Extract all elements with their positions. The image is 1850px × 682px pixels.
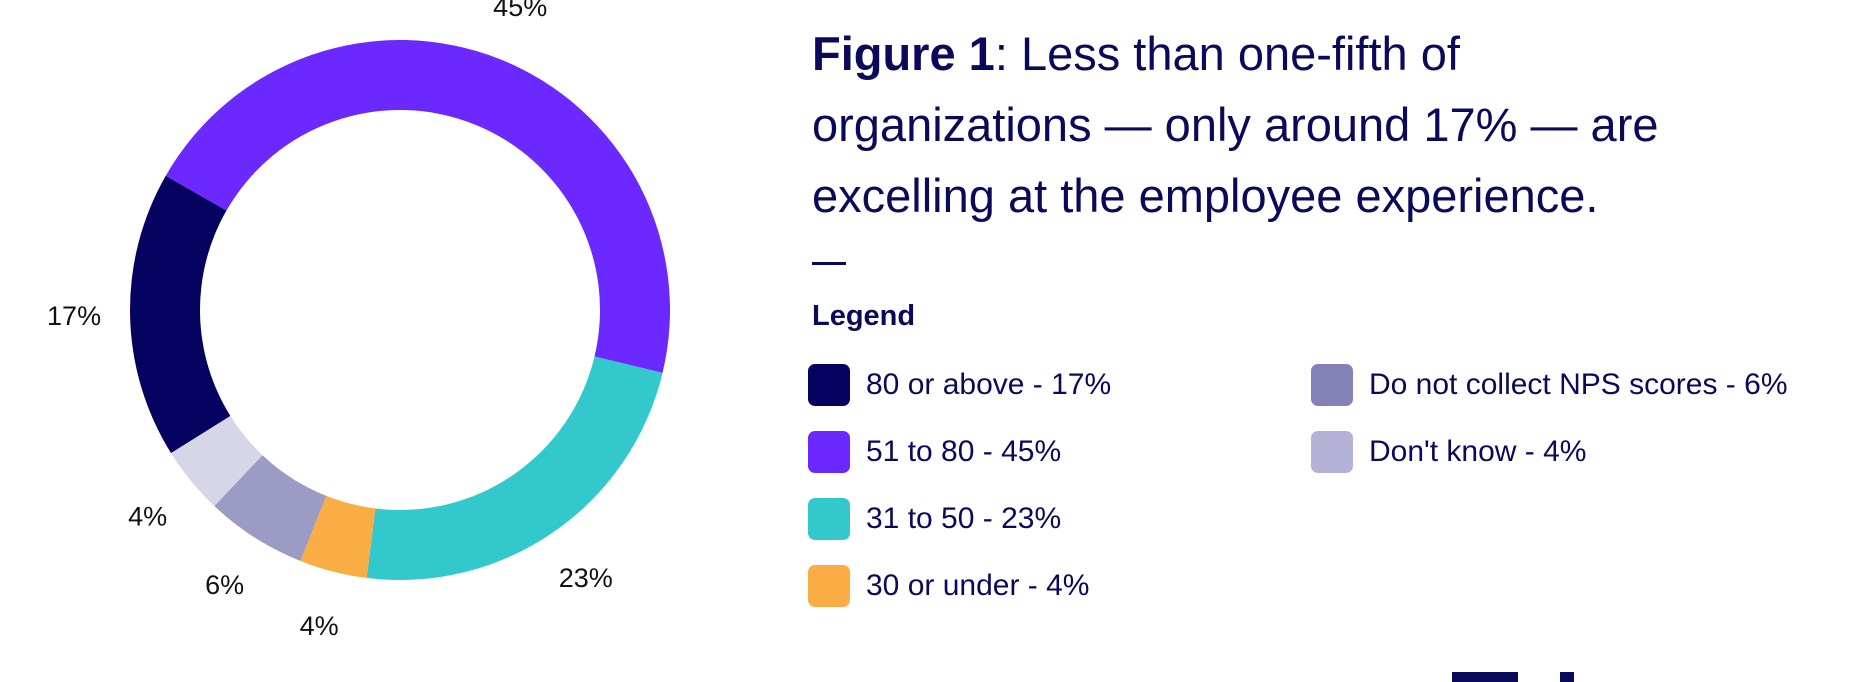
slice-value-label: 45% bbox=[493, 0, 547, 22]
legend-swatch bbox=[1311, 431, 1353, 473]
legend-title: Legend bbox=[812, 300, 916, 332]
figure-label: Figure 1 bbox=[812, 27, 995, 80]
donut-slice bbox=[214, 455, 327, 561]
legend-swatch bbox=[1311, 364, 1353, 406]
legend-swatch bbox=[808, 498, 850, 540]
legend-swatch bbox=[808, 364, 850, 406]
donut-slice bbox=[130, 175, 231, 454]
legend-item: Don't know - 4% bbox=[1311, 431, 1587, 473]
donut-slice bbox=[165, 40, 671, 373]
legend-swatch bbox=[808, 431, 850, 473]
legend-item: 31 to 50 - 23% bbox=[808, 498, 1061, 540]
slice-value-label: 6% bbox=[205, 570, 244, 600]
figure-title: Figure 1: Less than one-fifth of organiz… bbox=[812, 18, 1712, 231]
legend-label: 30 or under - 4% bbox=[866, 569, 1090, 602]
donut-slice bbox=[171, 415, 263, 506]
donut-chart: 17% 45% 23% 4% 6% 4% bbox=[47, 0, 671, 641]
donut-slice bbox=[300, 495, 376, 578]
legend-label: 80 or above - 17% bbox=[866, 368, 1112, 401]
legend-item: 30 or under - 4% bbox=[808, 565, 1089, 607]
slice-value-label: 23% bbox=[559, 563, 613, 593]
legend-label: Do not collect NPS scores - 6% bbox=[1369, 368, 1788, 401]
brand-logo-fragment bbox=[1452, 672, 1602, 682]
legend-label: Don't know - 4% bbox=[1369, 435, 1587, 468]
legend-swatch bbox=[808, 565, 850, 607]
separator-dash bbox=[812, 262, 846, 265]
legend-item: 51 to 80 - 45% bbox=[808, 431, 1061, 473]
slice-value-label: 17% bbox=[47, 301, 101, 331]
legend-item: 80 or above - 17% bbox=[808, 364, 1111, 406]
legend-label: 31 to 50 - 23% bbox=[866, 502, 1062, 535]
legend-label: 51 to 80 - 45% bbox=[866, 435, 1062, 468]
slice-value-label: 4% bbox=[128, 501, 167, 531]
donut-slice bbox=[366, 356, 663, 580]
slice-value-label: 4% bbox=[300, 611, 339, 641]
legend-item: Do not collect NPS scores - 6% bbox=[1311, 364, 1788, 406]
figure-caption: : Less than one-fifth of organizations —… bbox=[812, 27, 1659, 222]
